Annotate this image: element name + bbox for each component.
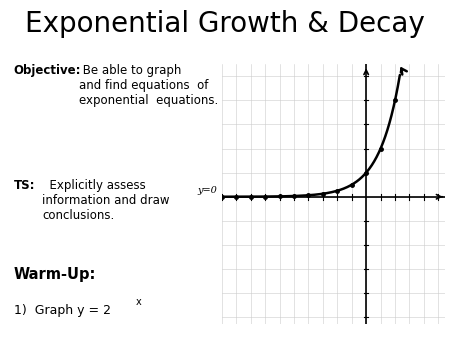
Text: Objective:: Objective: [14, 64, 81, 77]
Text: 1)  Graph y = 2: 1) Graph y = 2 [14, 304, 111, 317]
Text: Be able to graph
and find equations  of
exponential  equations.: Be able to graph and find equations of e… [79, 64, 218, 107]
Text: TS:: TS: [14, 179, 35, 192]
Text: x: x [136, 297, 142, 307]
Text: Exponential Growth & Decay: Exponential Growth & Decay [25, 10, 425, 38]
Text: Warm-Up:: Warm-Up: [14, 267, 96, 282]
Text: Explicitly assess
information and draw
conclusions.: Explicitly assess information and draw c… [42, 179, 170, 222]
Text: y=0: y=0 [198, 186, 218, 195]
